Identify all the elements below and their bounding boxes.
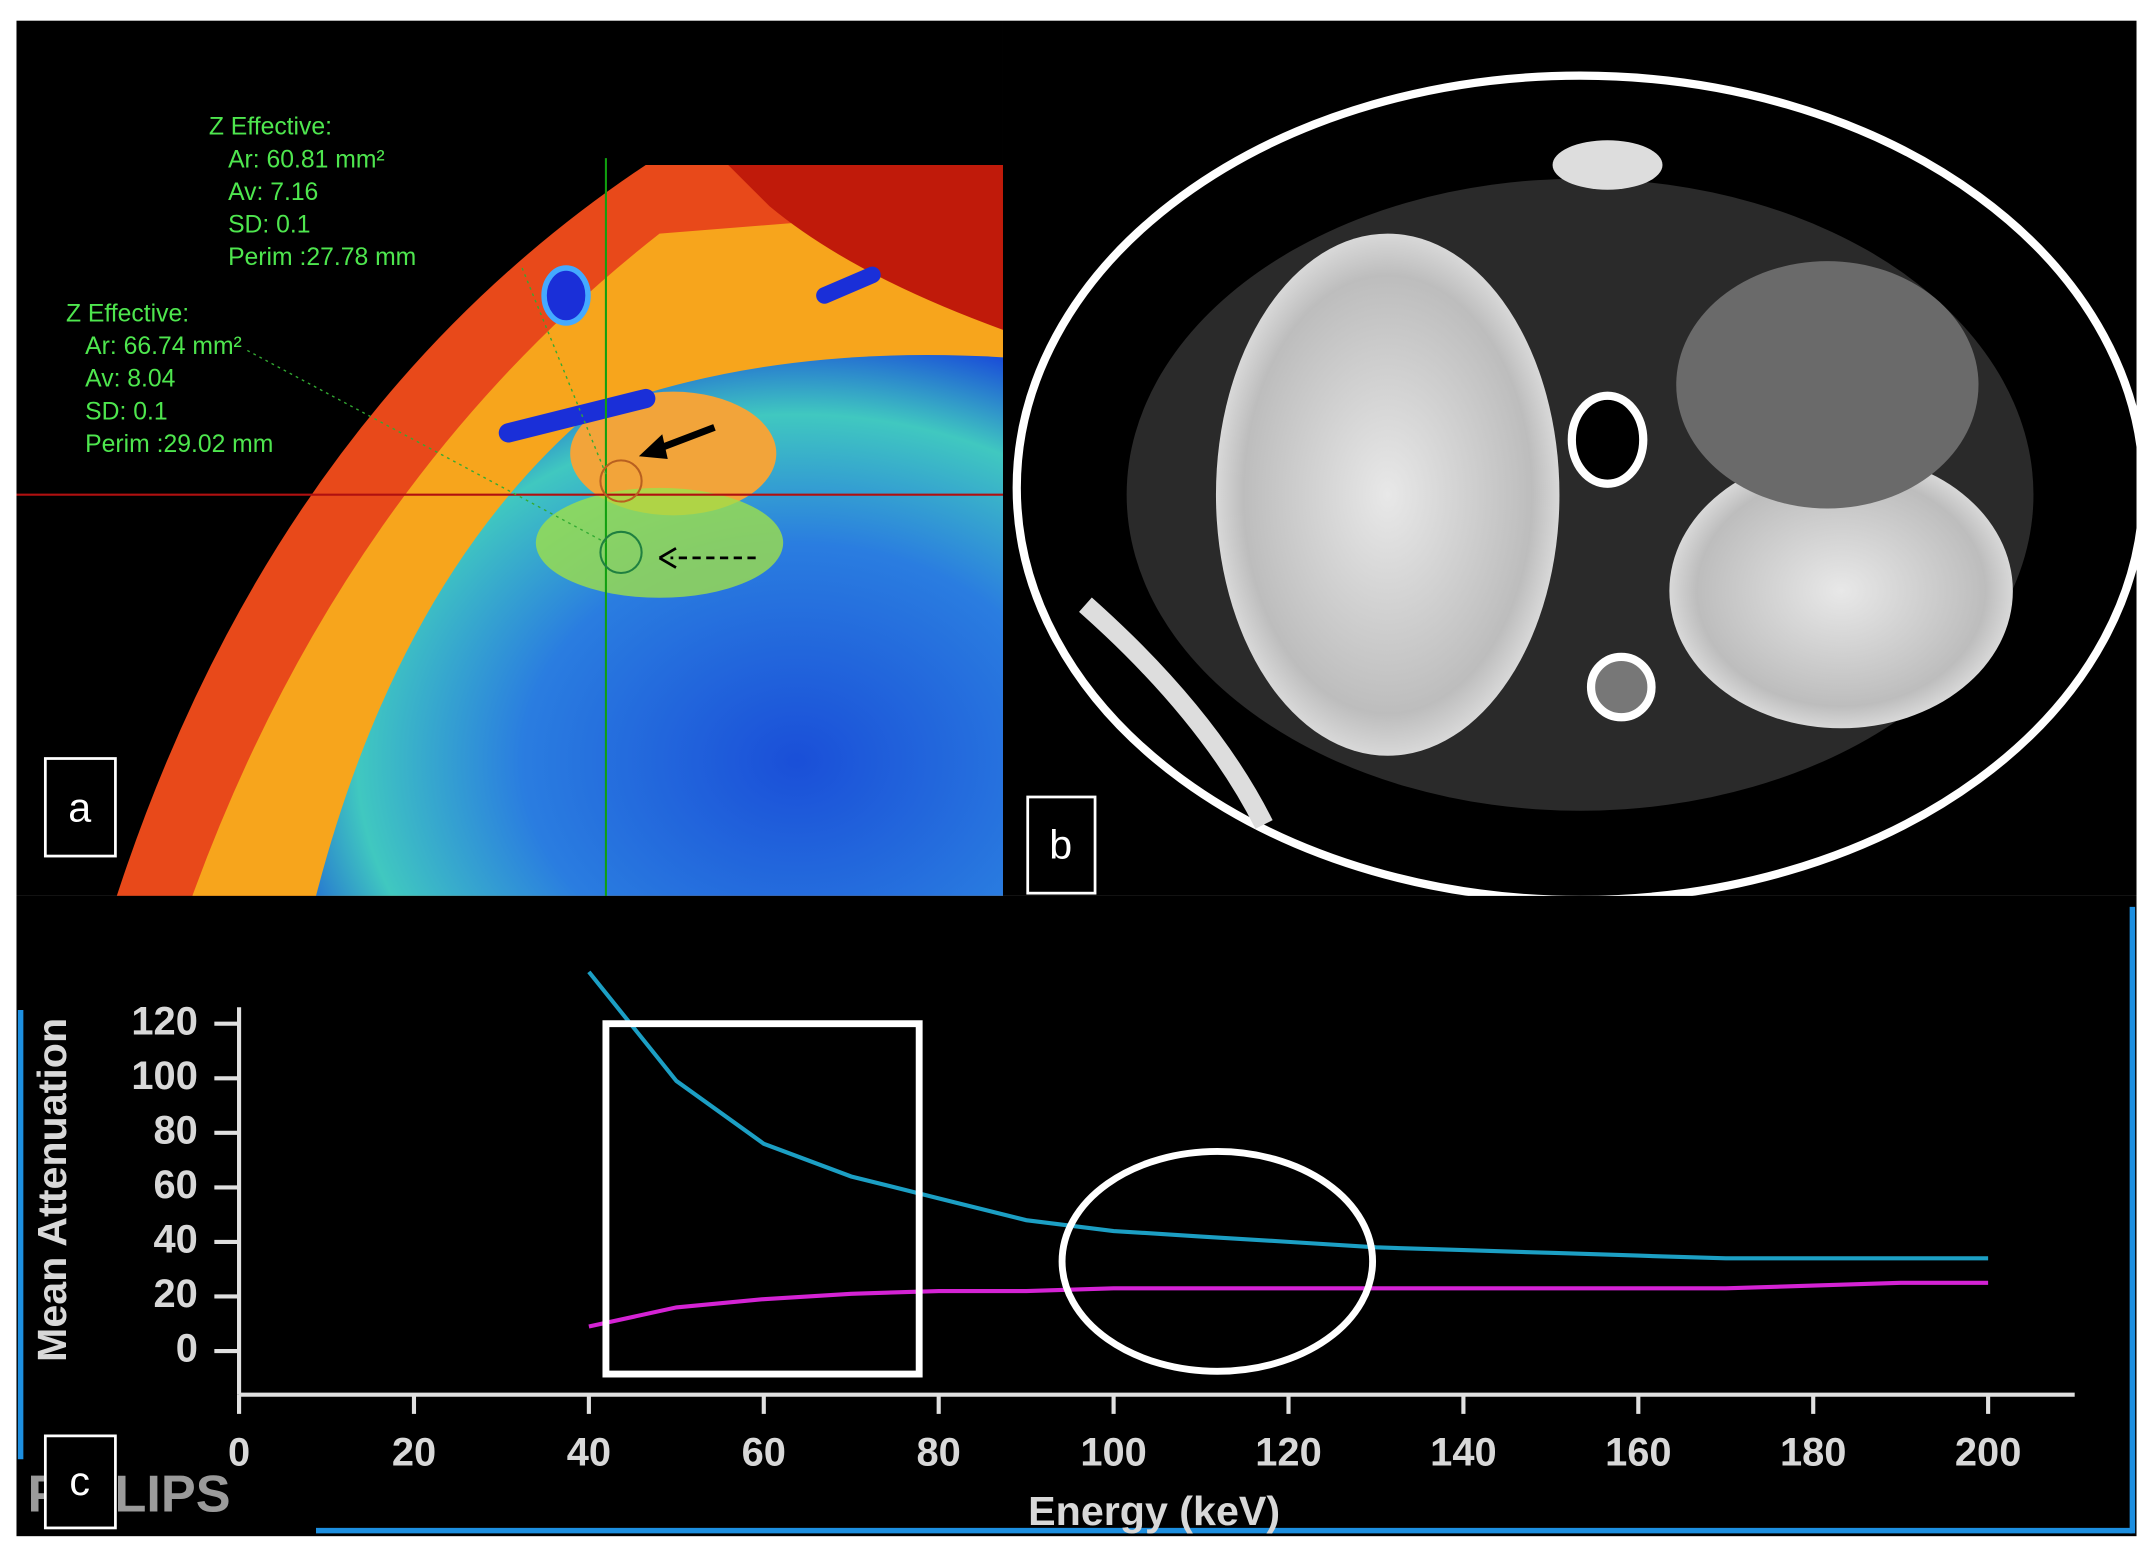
- measurement-line: Perim :27.78 mm: [228, 244, 416, 271]
- panel-label: b: [1049, 822, 1072, 868]
- x-tick-label: 200: [1955, 1431, 2021, 1475]
- lung-region: [316, 355, 1003, 896]
- scapula: [1079, 597, 1273, 829]
- measurement-title: Z Effective:: [66, 301, 189, 328]
- y-tick-label: 20: [154, 1272, 198, 1316]
- series-line: [587, 970, 1989, 1261]
- x-tick-label: 20: [392, 1431, 436, 1475]
- x-tick-label: 120: [1255, 1431, 1321, 1475]
- highlight-ellipse: [1058, 1148, 1377, 1375]
- y-tick-label: 80: [154, 1108, 198, 1152]
- vessel: [541, 265, 591, 326]
- leader: [521, 267, 607, 475]
- panel-label-box: [43, 757, 117, 858]
- leader: [246, 349, 607, 544]
- roi: [599, 530, 643, 575]
- measurements: Z Effective: Ar: 60.81 mm² Av: 7.16 SD: 0.1…: [66, 114, 416, 458]
- x-tick-label: 180: [1780, 1431, 1846, 1475]
- lesion-edge: [535, 487, 784, 598]
- x-axis-label: Energy (keV): [1028, 1488, 1280, 1534]
- vessel: [498, 388, 656, 443]
- arrow-head: [658, 547, 677, 569]
- panel-label-box: [43, 1434, 117, 1530]
- trachea: [1567, 391, 1648, 488]
- measurement-title: Z Effective:: [209, 114, 332, 141]
- measurement-line: Ar: 60.81 mm²: [228, 146, 385, 173]
- arrow: [655, 424, 716, 453]
- plot: 0 20 40 60 80 100 120 0 20 40 60 80 100 120 140 160 180 2…: [131, 970, 2021, 1475]
- spine: [1586, 652, 1656, 722]
- x-tick-label: 160: [1605, 1431, 1671, 1475]
- y-tick-label: 40: [154, 1217, 198, 1261]
- y-tick-label: 100: [131, 1054, 197, 1098]
- tissue-red: [728, 164, 1003, 330]
- roi: [599, 459, 643, 503]
- measurement-line: Ar: 66.74 mm²: [85, 333, 242, 360]
- x-tick-label: 60: [742, 1431, 786, 1475]
- measurement-line: Av: 8.04: [85, 366, 175, 393]
- x-tick-label: 40: [567, 1431, 611, 1475]
- panel-c: PHILIPS Mean Attenuation Energy (keV) 02…: [16, 895, 2137, 1537]
- lesion: [570, 391, 777, 516]
- measurement-line: Av: 7.16: [228, 179, 318, 206]
- measurement-line: Perim :29.02 mm: [85, 431, 273, 458]
- panel-b: [1002, 20, 2148, 905]
- vessel: [816, 266, 881, 304]
- y-tick-label: 0: [176, 1327, 198, 1371]
- x-tick-label: 100: [1080, 1431, 1146, 1475]
- panel-label: a: [68, 785, 91, 831]
- x-tick-label: 0: [228, 1431, 250, 1475]
- series-line: [588, 1280, 1989, 1329]
- measurement-line: SD: 0.1: [85, 398, 167, 425]
- arrow-head: [638, 434, 668, 459]
- y-tick-label: 60: [154, 1163, 198, 1207]
- panel-label-box: [1026, 795, 1097, 895]
- sternum: [1552, 140, 1663, 190]
- x-tick-label: 140: [1430, 1431, 1496, 1475]
- right-lung: [1215, 233, 1560, 756]
- left-lung-lower: [1669, 453, 2013, 729]
- panel-label: c: [69, 1458, 90, 1504]
- highlight-box: [602, 1020, 923, 1378]
- x-tick-label: 80: [917, 1431, 961, 1475]
- measurement-line: SD: 0.1: [228, 211, 310, 238]
- y-axis-label: Mean Attenuation: [29, 1018, 75, 1362]
- left-lung-upper: [1676, 261, 1979, 509]
- y-tick-label: 120: [131, 999, 197, 1043]
- panel-a: Z Effective: Ar: 60.81 mm² Av: 7.16 SD: 0.1…: [16, 20, 1003, 896]
